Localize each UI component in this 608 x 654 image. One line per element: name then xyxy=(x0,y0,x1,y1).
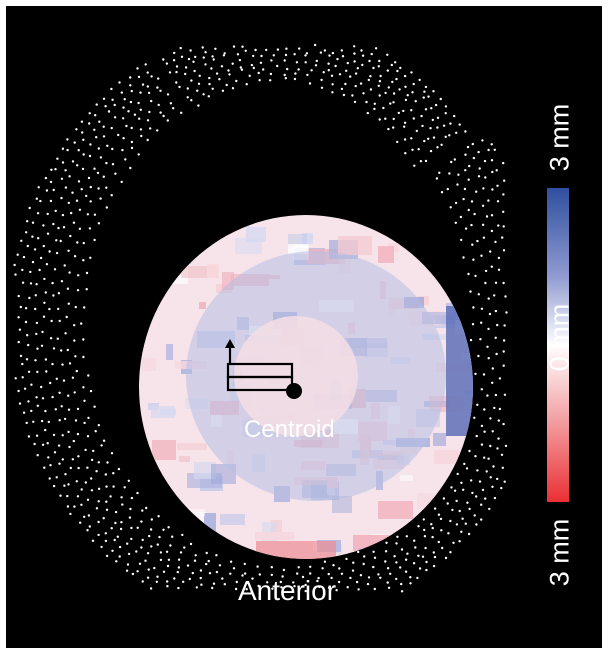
scale-bottom-label: 3 mm xyxy=(544,518,575,587)
scale-top-label: 3 mm xyxy=(544,103,575,172)
figure-panel: Centroid Anterior 3 mm 0 mm 3 mm xyxy=(6,6,602,648)
deviation-disc xyxy=(139,215,473,559)
surface-map xyxy=(13,43,569,593)
centroid-marker xyxy=(225,339,302,399)
centroid-label: Centroid xyxy=(244,416,335,443)
color-scale-bar xyxy=(547,188,569,502)
anterior-label: Anterior xyxy=(238,575,337,606)
point-cloud xyxy=(13,43,508,593)
scale-mid-label: 0 mm xyxy=(544,303,575,372)
